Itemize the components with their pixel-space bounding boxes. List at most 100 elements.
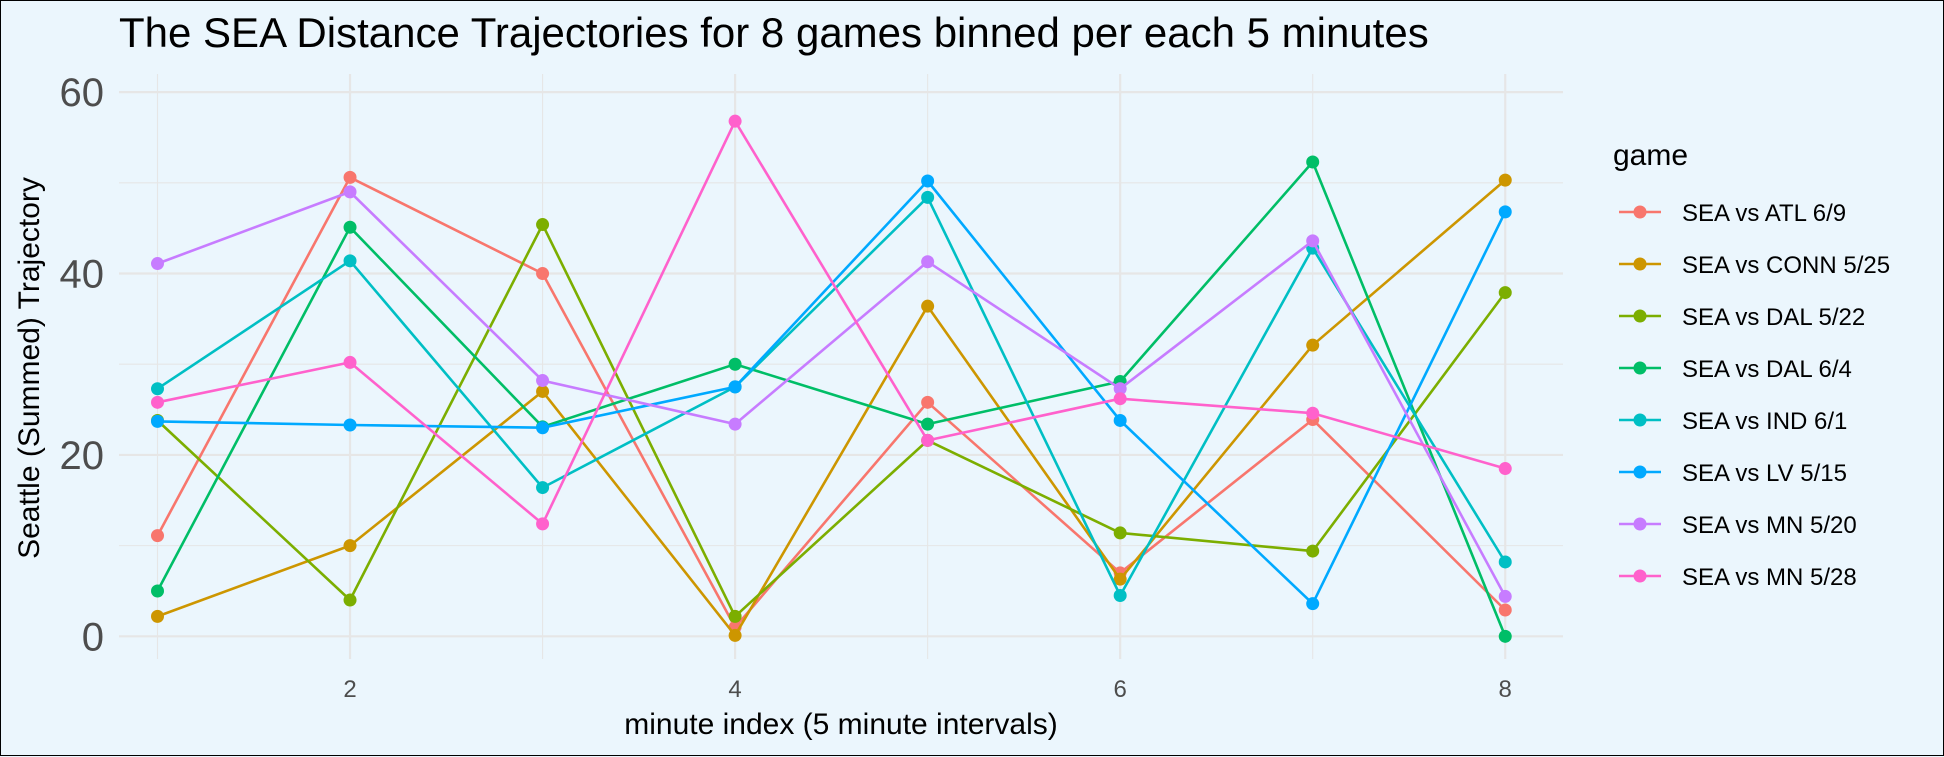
data-point <box>728 357 742 371</box>
data-point <box>1306 155 1320 169</box>
data-point <box>921 395 935 409</box>
data-point <box>1498 205 1512 219</box>
series-7 <box>151 114 1512 531</box>
x-tick-label: 6 <box>1113 676 1126 703</box>
series-line <box>156 196 1507 597</box>
x-axis-label: minute index (5 minute intervals) <box>624 708 1058 741</box>
series-line <box>156 160 1507 637</box>
legend-item: SEA vs CONN 5/25 <box>1619 252 1890 279</box>
series-line <box>157 119 1506 526</box>
data-point <box>728 628 742 642</box>
data-point <box>151 382 165 396</box>
series-line <box>156 176 1507 629</box>
series-3 <box>151 155 1512 643</box>
legend-point-key <box>1633 257 1647 271</box>
y-tick-labels: 0 20 40 60 <box>60 71 105 659</box>
data-point <box>536 384 550 398</box>
series-6 <box>151 185 1512 603</box>
data-point <box>151 584 165 598</box>
legend-label: SEA vs LV 5/15 <box>1682 460 1847 487</box>
data-point <box>536 267 550 281</box>
data-point <box>1498 462 1512 476</box>
series-line <box>157 179 1507 606</box>
data-point <box>343 185 357 199</box>
data-point <box>728 114 742 128</box>
data-point <box>921 433 935 447</box>
legend-item: SEA vs DAL 6/4 <box>1619 356 1852 383</box>
chart-title: The SEA Distance Trajectories for 8 game… <box>119 9 1429 56</box>
legend-label: SEA vs DAL 6/4 <box>1682 356 1852 383</box>
data-point <box>151 609 165 623</box>
legend-point-key <box>1633 413 1647 427</box>
series-1 <box>151 173 1512 642</box>
legend-point-key <box>1633 361 1647 375</box>
legend-item: SEA vs MN 5/28 <box>1619 564 1857 591</box>
legend-items: SEA vs ATL 6/9 SEA vs CONN 5/25 SEA vs DAL… <box>1619 200 1890 591</box>
legend-title: game <box>1613 139 1688 172</box>
data-point <box>1113 413 1127 427</box>
legend-point-key <box>1633 569 1647 583</box>
data-point <box>1113 392 1127 406</box>
data-point <box>343 254 357 268</box>
x-tick-label: 2 <box>343 676 356 703</box>
legend-item: SEA vs DAL 5/22 <box>1619 304 1865 331</box>
data-point <box>921 417 935 431</box>
data-point <box>536 374 550 388</box>
data-point <box>151 257 165 271</box>
data-point <box>343 539 357 553</box>
data-point <box>343 418 357 432</box>
legend-point-key <box>1633 465 1647 479</box>
data-point <box>1498 589 1512 603</box>
data-point <box>1498 629 1512 643</box>
legend-point-key <box>1633 205 1647 219</box>
data-point <box>536 481 550 495</box>
data-point <box>1498 555 1512 569</box>
data-point <box>536 421 550 435</box>
legend-label: SEA vs DAL 5/22 <box>1682 304 1865 331</box>
x-tick-label: 8 <box>1499 676 1512 703</box>
legend-label: SEA vs ATL 6/9 <box>1682 200 1846 227</box>
series-line <box>156 223 1507 618</box>
legend-label: SEA vs MN 5/20 <box>1682 512 1857 539</box>
y-tick-label: 0 <box>82 615 104 659</box>
data-point <box>1306 234 1320 248</box>
data-point <box>1498 286 1512 300</box>
data-point <box>1498 603 1512 617</box>
data-point <box>1113 382 1127 396</box>
series-line <box>157 190 1507 598</box>
legend-label: SEA vs CONN 5/25 <box>1682 252 1890 279</box>
x-tick-labels: 2 4 6 8 <box>343 676 1512 703</box>
legend-label: SEA vs IND 6/1 <box>1682 408 1847 435</box>
data-point <box>921 255 935 269</box>
data-point <box>1113 526 1127 540</box>
y-tick-label: 20 <box>60 434 105 478</box>
data-point <box>343 355 357 369</box>
data-point <box>1306 406 1320 420</box>
data-point <box>1306 544 1320 558</box>
series-line <box>157 179 1507 637</box>
x-tick-label: 4 <box>728 676 741 703</box>
data-point <box>1306 597 1320 611</box>
series-lines <box>151 114 1512 643</box>
data-point <box>1306 338 1320 352</box>
legend-point-key <box>1633 517 1647 531</box>
data-point <box>728 609 742 623</box>
data-point <box>151 529 165 543</box>
data-point <box>921 190 935 204</box>
legend-item: SEA vs MN 5/20 <box>1619 512 1857 539</box>
data-point <box>343 593 357 607</box>
data-point <box>151 414 165 428</box>
legend-label: SEA vs MN 5/28 <box>1682 564 1857 591</box>
data-point <box>343 170 357 184</box>
data-point <box>728 380 742 394</box>
y-tick-label: 60 <box>60 71 105 115</box>
data-point <box>921 174 935 188</box>
data-point <box>921 299 935 313</box>
legend-point-key <box>1633 309 1647 323</box>
series-5 <box>151 174 1512 611</box>
y-axis-label: Seattle (Summed) Trajectory <box>13 177 46 559</box>
data-point <box>343 220 357 234</box>
